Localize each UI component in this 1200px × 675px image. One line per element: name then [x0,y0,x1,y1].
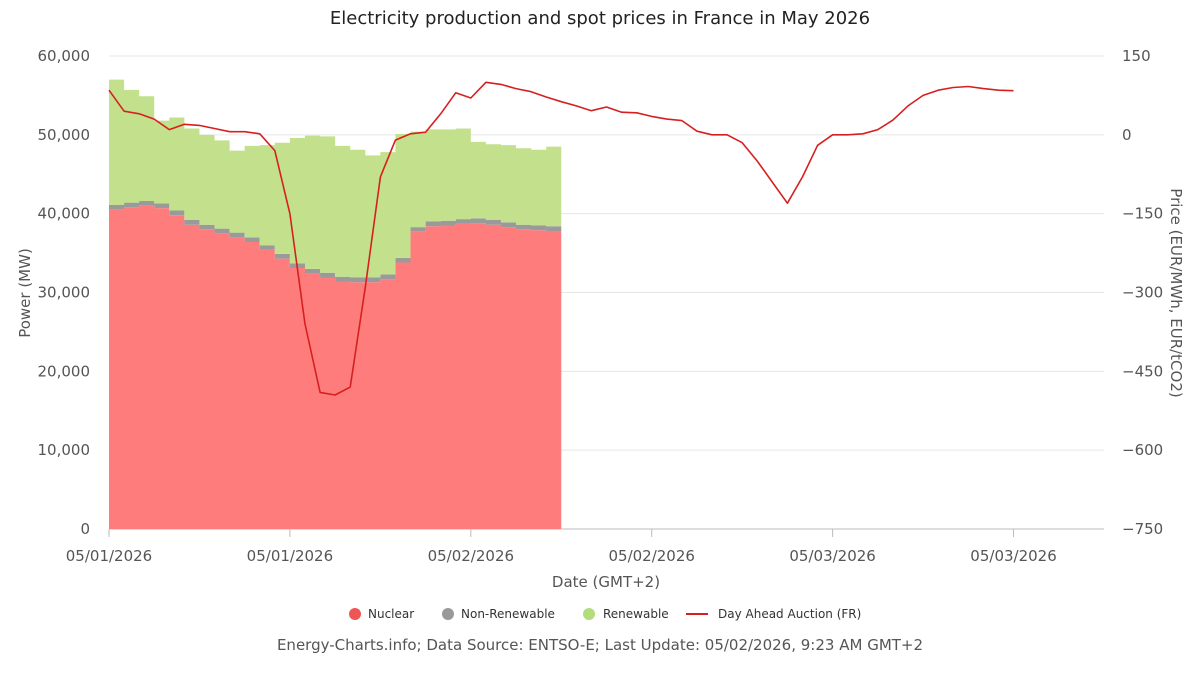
y-tick-label: 30,000 [38,284,91,302]
x-tick-label: 05/02/2026 [428,547,514,565]
y-tick-label: 10,000 [38,441,91,459]
y-tick-label: 50,000 [38,126,91,144]
legend-label: Renewable [603,607,669,621]
y-tick-label: 20,000 [38,362,91,380]
y-axis-right: −750 −600 −450 −300 −150 0 150 [1122,47,1163,538]
y-tick-label: 40,000 [38,205,91,223]
y-tick-label: 60,000 [38,47,91,65]
legend-label: Non-Renewable [461,607,555,621]
area-nuclear [109,205,562,530]
area-non-renewable [109,201,562,283]
credits: Energy-Charts.info; Data Source: ENTSO-E… [277,636,923,654]
legend: Nuclear Non-Renewable Renewable Day Ahead A… [349,607,861,621]
y-axis-title: Power (MW) [16,248,34,338]
y2-tick-label: −750 [1122,520,1163,538]
y2-tick-label: −150 [1122,205,1163,223]
x-tick-label: 05/01/2026 [66,547,152,565]
legend-label: Day Ahead Auction (FR) [718,607,861,621]
x-tick-label: 05/01/2026 [247,547,333,565]
legend-label: Nuclear [368,607,414,621]
legend-marker [349,608,361,620]
x-tick-label: 05/02/2026 [608,547,694,565]
area-series [109,79,562,530]
y2-axis-title: Price (EUR/MWh, EUR/tCO2) [1167,188,1185,397]
area-renewable [109,79,562,278]
y2-tick-label: −300 [1122,284,1163,302]
x-axis: 05/01/2026 05/01/2026 05/02/2026 05/02/2026… [66,529,1057,565]
y2-tick-label: 150 [1122,47,1151,65]
legend-marker [583,608,595,620]
x-tick-label: 05/03/2026 [789,547,875,565]
y2-tick-label: 0 [1122,126,1132,144]
x-tick-label: 05/03/2026 [970,547,1056,565]
line-day-ahead-auction [108,81,1014,396]
legend-marker [442,608,454,620]
y2-tick-label: −600 [1122,441,1163,459]
line-series [108,81,1014,396]
y-tick-label: 0 [80,520,90,538]
chart-title: Electricity production and spot prices i… [330,8,870,29]
x-axis-title: Date (GMT+2) [552,573,660,591]
y2-tick-label: −450 [1122,362,1163,380]
y-axis-left: 0 10,000 20,000 30,000 40,000 50,000 60,000 [38,47,91,538]
